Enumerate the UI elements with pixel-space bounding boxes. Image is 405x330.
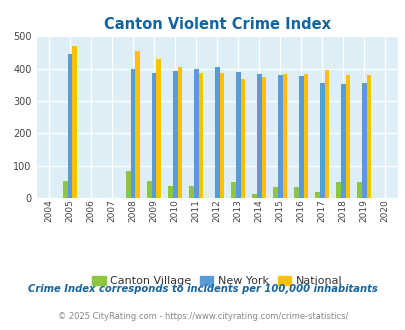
Bar	[252, 194, 256, 198]
Bar	[63, 181, 68, 198]
Bar	[256, 74, 261, 198]
Title: Canton Violent Crime Index: Canton Violent Crime Index	[103, 17, 330, 32]
Bar	[261, 77, 266, 198]
Bar	[130, 69, 135, 198]
Bar	[72, 46, 77, 198]
Bar	[345, 76, 350, 198]
Bar	[214, 67, 219, 198]
Bar	[235, 72, 240, 198]
Bar	[219, 73, 224, 198]
Bar	[294, 187, 298, 198]
Bar	[340, 84, 345, 198]
Bar	[303, 74, 307, 198]
Bar	[135, 51, 140, 198]
Bar	[335, 182, 340, 198]
Bar	[168, 186, 173, 198]
Bar	[68, 54, 72, 198]
Bar	[315, 192, 319, 198]
Bar	[324, 70, 328, 198]
Bar	[277, 75, 282, 198]
Bar	[177, 67, 182, 198]
Bar	[173, 71, 177, 198]
Bar	[231, 182, 235, 198]
Bar	[194, 69, 198, 198]
Bar	[147, 181, 151, 198]
Bar	[319, 82, 324, 198]
Bar	[273, 187, 277, 198]
Bar	[151, 74, 156, 198]
Text: © 2025 CityRating.com - https://www.cityrating.com/crime-statistics/: © 2025 CityRating.com - https://www.city…	[58, 313, 347, 321]
Bar	[240, 79, 245, 198]
Bar	[298, 77, 303, 198]
Bar	[366, 76, 370, 198]
Bar	[361, 82, 366, 198]
Legend: Canton Village, New York, National: Canton Village, New York, National	[87, 272, 346, 291]
Bar	[156, 59, 161, 198]
Bar	[198, 73, 202, 198]
Bar	[126, 171, 130, 198]
Text: Crime Index corresponds to incidents per 100,000 inhabitants: Crime Index corresponds to incidents per…	[28, 284, 377, 294]
Bar	[282, 74, 286, 198]
Bar	[189, 186, 194, 198]
Bar	[356, 182, 361, 198]
